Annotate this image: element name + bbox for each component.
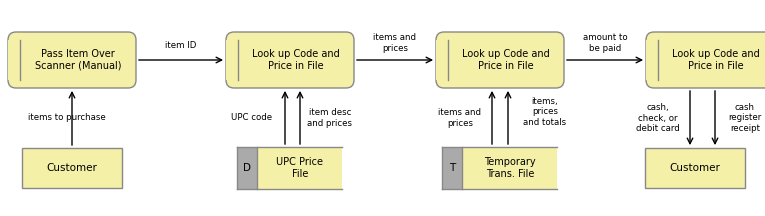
FancyBboxPatch shape [442,147,558,189]
Text: Look up Code and
Price in File: Look up Code and Price in File [252,49,340,71]
Text: item desc
and prices: item desc and prices [308,108,353,128]
Text: cash,
check, or
debit card: cash, check, or debit card [636,103,680,133]
FancyBboxPatch shape [645,148,745,188]
FancyBboxPatch shape [226,40,238,80]
Text: Look up Code and
Price in File: Look up Code and Price in File [462,49,550,71]
Text: UPC Price
File: UPC Price File [276,157,324,179]
Text: Temporary
Trans. File: Temporary Trans. File [484,157,536,179]
Text: Look up Code and
Price in File: Look up Code and Price in File [672,49,760,71]
Text: UPC code: UPC code [232,113,272,122]
Text: Customer: Customer [47,163,97,173]
FancyBboxPatch shape [436,32,564,88]
Text: items and
prices: items and prices [373,33,416,53]
Text: cash
register
receipt: cash register receipt [728,103,762,133]
Text: Pass Item Over
Scanner (Manual): Pass Item Over Scanner (Manual) [34,49,121,71]
Text: items and
prices: items and prices [438,108,481,128]
FancyBboxPatch shape [8,32,136,88]
FancyBboxPatch shape [436,40,448,80]
FancyBboxPatch shape [237,147,343,189]
Text: amount to
be paid: amount to be paid [583,33,627,53]
FancyBboxPatch shape [646,40,658,80]
Text: T: T [449,163,456,173]
Text: D: D [243,163,252,173]
FancyBboxPatch shape [442,147,463,189]
Text: item ID: item ID [165,41,197,49]
FancyBboxPatch shape [237,147,258,189]
FancyBboxPatch shape [8,40,20,80]
Text: items to purchase: items to purchase [28,113,106,122]
FancyBboxPatch shape [646,32,765,88]
FancyBboxPatch shape [22,148,122,188]
Text: items,
prices
and totals: items, prices and totals [523,97,567,127]
Text: Customer: Customer [669,163,721,173]
FancyBboxPatch shape [226,32,354,88]
